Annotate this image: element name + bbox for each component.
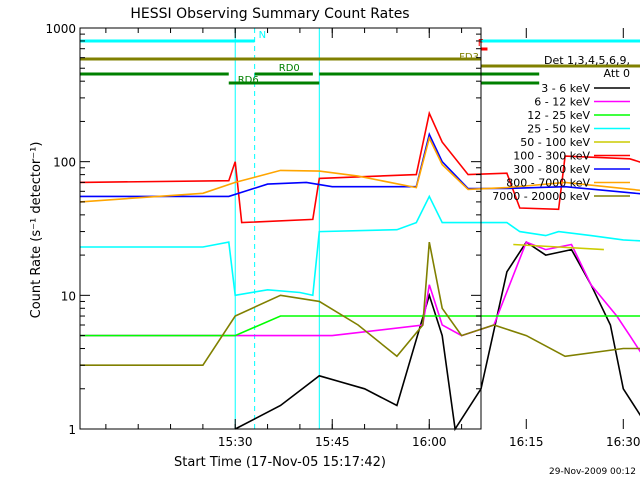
marker-label-rd6: RD6	[238, 75, 259, 86]
legend-entry-label: 7000 - 20000 keV	[492, 190, 590, 203]
chart-title: HESSI Observing Summary Count Rates	[130, 6, 409, 22]
legend-entry-label: 100 - 300 keV	[513, 150, 590, 163]
series-line-8	[79, 135, 640, 203]
y-tick-label: 10	[61, 289, 76, 303]
y-tick-label: 100	[53, 156, 76, 170]
marker-label-rd0: RD0	[279, 63, 300, 74]
x-tick-label: 16:30	[606, 435, 640, 449]
x-tick-label: 16:00	[412, 435, 447, 449]
series-line-9	[80, 241, 640, 367]
legend-entry-label: 25 - 50 keV	[527, 123, 590, 136]
series-line-7	[80, 132, 640, 198]
legend-title-line-1: Det 1,3,4,5,6,9,	[544, 54, 630, 67]
footer-timestamp: 29-Nov-2009 00:12	[549, 467, 636, 477]
legend-entry-label: 6 - 12 keV	[534, 96, 590, 109]
series-line-6	[79, 110, 640, 224]
x-axis-label: Start Time (17-Nov-05 15:17:42)	[174, 455, 386, 470]
observing-markers: NFFD3FD4RD0RD6	[79, 28, 640, 429]
y-axis-label: Count Rate (s⁻¹ detector⁻¹)	[29, 142, 44, 319]
series-line-4	[80, 194, 640, 297]
series-line-3	[80, 315, 640, 337]
x-tick-label: 16:15	[509, 435, 544, 449]
plot-frame	[79, 27, 482, 430]
series-line-5	[513, 243, 604, 251]
legend-entry-label: 800 - 7000 keV	[506, 177, 590, 190]
marker-label-fd3: FD3	[459, 52, 479, 63]
legend-entry-label: 300 - 800 keV	[513, 163, 590, 176]
legend-entry-label: 50 - 100 keV	[520, 136, 590, 149]
x-tick-label: 15:45	[315, 435, 350, 449]
legend-entry-label: 12 - 25 keV	[527, 109, 590, 122]
y-tick-label: 1000	[45, 22, 76, 36]
x-tick-label: 15:30	[218, 435, 253, 449]
marker-label-n: N	[259, 30, 266, 41]
legend-title-line-2: Att 0	[604, 67, 630, 80]
legend-entry-label: 3 - 6 keV	[541, 82, 590, 95]
y-tick-label: 1	[68, 423, 76, 437]
series-layer	[79, 110, 640, 432]
